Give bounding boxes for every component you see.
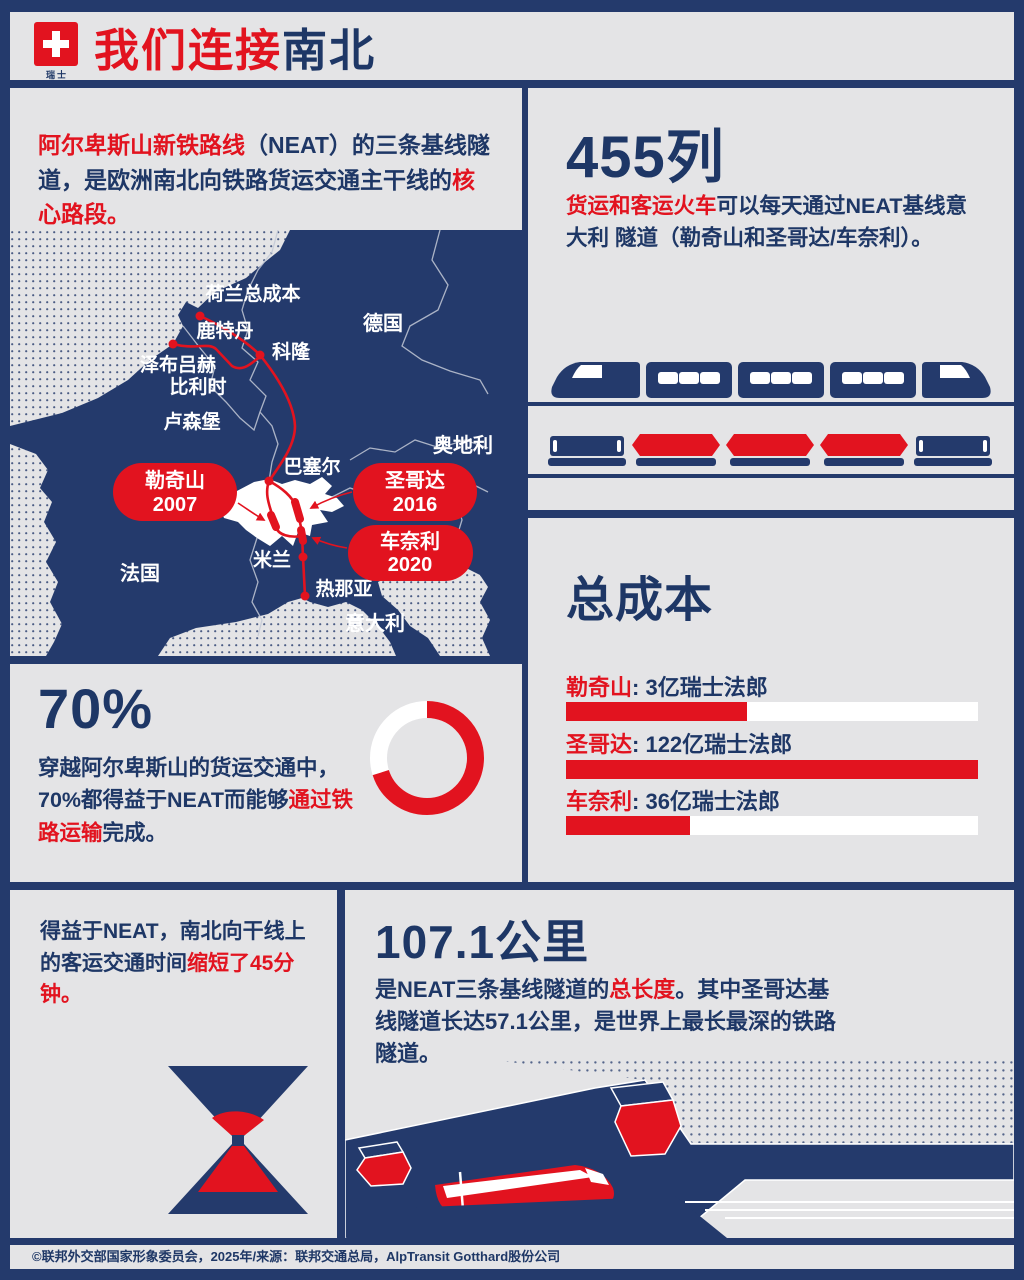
track-line-2	[528, 474, 1014, 478]
cost-title: 总成本	[566, 574, 714, 627]
hourglass-icon	[168, 1066, 308, 1214]
foreground-slope	[345, 1196, 727, 1238]
atlantic-sea	[10, 444, 62, 656]
share-stat: 70%	[38, 677, 154, 740]
city-dots	[168, 311, 310, 601]
label-germany: 德国	[363, 311, 403, 335]
cost-bar-track	[566, 702, 978, 721]
label-milan: 米兰	[253, 548, 291, 571]
trains-text: 货运和客运火车可以每天通过NEAT基线意大利 隧道（勒奇山和圣哥达/车奈利）。	[566, 194, 967, 251]
pill-arrows	[237, 491, 353, 549]
intro-map-panel: 阿尔卑斯山新铁路线（NEAT）的三条基线隧道，是欧洲南北向铁路货运交通主干线的核…	[10, 88, 522, 656]
passenger-train-icon	[551, 362, 991, 398]
time-saving-panel: 得益于NEAT，南北向干线上的客运交通时间缩短了45分钟。	[10, 890, 337, 1238]
label-france: 法国	[120, 561, 160, 585]
switzerland-shape	[220, 477, 344, 546]
cost-panel: 总成本 勒奇山: 3亿瑞士法郎 圣哥达: 122亿瑞士法郎 车奈利: 36亿瑞士…	[528, 518, 1014, 882]
label-zeebrugge: 泽布吕赫	[140, 353, 216, 376]
label-netherlands: 荷兰总成本	[205, 282, 300, 305]
cost-bar-track	[566, 816, 978, 835]
length-stat: 107.1公里	[375, 916, 590, 968]
cost-row-label: 圣哥达: 122亿瑞士法郎	[566, 732, 793, 757]
svg-text:2007: 2007	[153, 494, 198, 516]
north-sea	[10, 230, 290, 426]
swiss-flag-icon: 瑞士	[34, 22, 80, 80]
label-genoa: 热那亚	[315, 577, 372, 600]
tunnel-length-panel: 107.1公里 是NEAT三条基线隧道的总长度。其中圣哥达基线隧道长达57.1公…	[345, 890, 1014, 1238]
cost-row-label: 勒奇山: 3亿瑞士法郎	[566, 675, 768, 700]
pill-gotthard	[353, 463, 477, 521]
speed-lines	[685, 1201, 1014, 1219]
svg-text:圣哥达: 圣哥达	[385, 469, 445, 492]
page-title: 我们连接南北	[94, 24, 377, 76]
tunnel-markers	[267, 498, 307, 545]
tunnel-pills: 勒奇山 2007 圣哥达 2016 车奈利 2020	[113, 463, 477, 581]
label-luxembourg: 卢森堡	[163, 410, 220, 433]
footer: ©联邦外交部国家形象委员会，2025年/来源：联邦交通总局，AlpTransit…	[10, 1245, 1014, 1269]
train-icon	[435, 1165, 614, 1212]
flag-caption: 瑞士	[45, 70, 68, 80]
europe-map: 荷兰总成本 鹿特丹 科隆 德国 泽布吕赫 比利时 卢森堡 巴塞尔 奥地利 法国 …	[10, 229, 522, 656]
label-cologne: 科隆	[272, 340, 311, 363]
cost-row-label: 车奈利: 36亿瑞士法郎	[566, 789, 780, 814]
mediterranean-sea	[158, 598, 396, 656]
footer-text: ©联邦外交部国家形象委员会，2025年/来源：联邦交通总局，AlpTransit…	[32, 1249, 561, 1264]
label-basel: 巴塞尔	[283, 455, 340, 478]
modal-share-panel: 70% 穿越阿尔卑斯山的货运交通中，70%都得益于NEAT而能够通过铁路运输完成…	[10, 664, 522, 882]
dotted-sky	[495, 1060, 1014, 1143]
label-italy: 意大利	[345, 611, 405, 635]
header: 瑞士 我们连接南北	[10, 12, 1014, 80]
length-text: 是NEAT三条基线隧道的总长度。其中圣哥达基线隧道长达57.1公里，是世界上最长…	[375, 977, 836, 1066]
tunnel-illustration	[345, 1060, 1014, 1238]
intro-text: 阿尔卑斯山新铁路线（NEAT）的三条基线隧道，是欧洲南北向铁路货运交通主干线的核…	[38, 132, 490, 227]
cost-bar-fill	[566, 702, 748, 721]
track-line-1	[528, 402, 1014, 406]
pill-loetschberg	[113, 463, 237, 521]
tunnel-portal-large	[614, 1099, 682, 1157]
label-rotterdam: 鹿特丹	[196, 319, 253, 342]
donut-arc	[370, 701, 484, 815]
adriatic-sea	[378, 566, 490, 656]
label-belgium: 比利时	[169, 376, 226, 398]
cost-bar-track	[566, 760, 978, 779]
map-labels: 荷兰总成本 鹿特丹 科隆 德国 泽布吕赫 比利时 卢森堡 巴塞尔 奥地利 法国 …	[120, 282, 493, 635]
europe-map-svg: 荷兰总成本 鹿特丹 科隆 德国 泽布吕赫 比利时 卢森堡 巴塞尔 奥地利 法国 …	[10, 229, 522, 656]
svg-text:车奈利: 车奈利	[380, 529, 440, 553]
trains-panel: 455列 货运和客运火车可以每天通过NEAT基线意大利 隧道（勒奇山和圣哥达/车…	[528, 88, 1014, 510]
trains-stat: 455列	[566, 125, 725, 190]
svg-text:勒奇山: 勒奇山	[145, 468, 205, 492]
svg-text:2016: 2016	[393, 494, 438, 516]
cost-bar-fill	[566, 760, 978, 779]
freight-train-icon	[548, 434, 992, 466]
cost-bar-fill	[566, 816, 690, 835]
pill-ceneri	[348, 525, 473, 581]
svg-text:2020: 2020	[388, 554, 433, 576]
time-text: 得益于NEAT，南北向干线上的客运交通时间缩短了45分钟。	[40, 920, 306, 1006]
donut-chart	[370, 701, 484, 815]
tunnel-portal-small	[356, 1151, 412, 1187]
share-text: 穿越阿尔卑斯山的货运交通中，70%都得益于NEAT而能够通过铁路运输完成。	[38, 756, 353, 845]
label-austria: 奥地利	[433, 433, 493, 457]
